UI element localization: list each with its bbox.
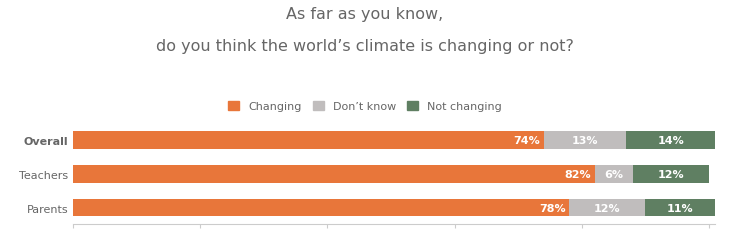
Text: 12%: 12% [594,203,620,213]
Bar [73,199,569,216]
Text: do you think the world’s climate is changing or not?: do you think the world’s climate is chan… [156,39,574,54]
Bar [626,132,715,149]
Text: As far as you know,: As far as you know, [286,7,444,22]
Legend: Changing, Don’t know, Not changing: Changing, Don’t know, Not changing [224,97,506,116]
Bar [645,199,715,216]
Bar [594,165,633,183]
Bar [73,165,594,183]
Bar [633,165,709,183]
Text: 6%: 6% [604,169,623,179]
Bar [73,132,544,149]
Text: 14%: 14% [658,136,684,145]
Text: 82%: 82% [565,169,591,179]
Text: 78%: 78% [539,203,566,213]
Text: 74%: 74% [514,136,540,145]
Bar [544,132,626,149]
Bar [569,199,645,216]
Text: 13%: 13% [572,136,599,145]
Text: 11%: 11% [667,203,694,213]
Text: 12%: 12% [658,169,684,179]
